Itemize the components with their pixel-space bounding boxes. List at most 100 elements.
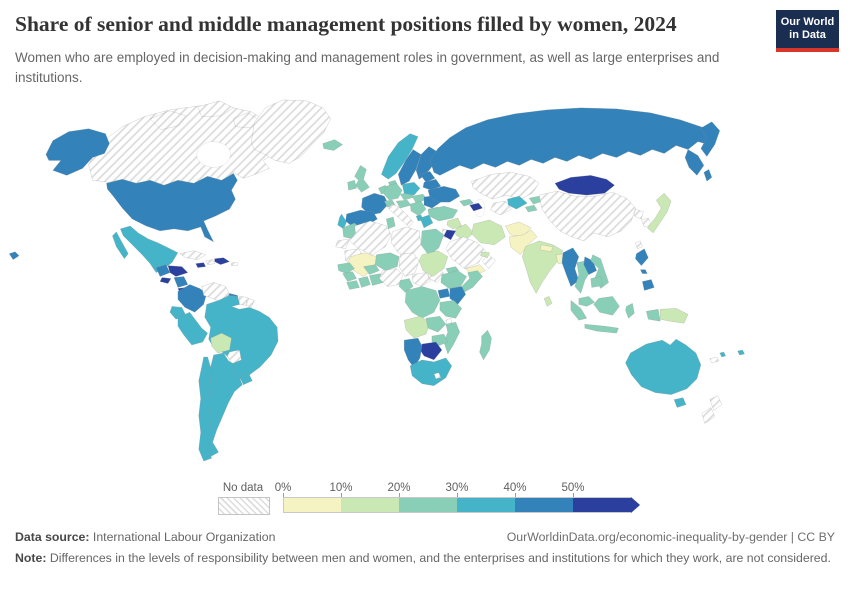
owid-logo[interactable]: Our World in Data <box>776 10 839 52</box>
country-tanzania[interactable] <box>439 300 462 319</box>
country-portugal[interactable] <box>337 213 347 230</box>
country-bolivia[interactable] <box>210 332 232 354</box>
country-lesotho[interactable] <box>433 372 442 380</box>
country-russia-far-east[interactable] <box>684 149 705 176</box>
country-myanmar[interactable] <box>561 247 580 287</box>
country-syria[interactable] <box>446 217 462 230</box>
country-niger[interactable] <box>375 252 400 271</box>
country-taiwan[interactable] <box>635 240 643 250</box>
country-tunisia[interactable] <box>386 216 396 230</box>
country-united-kingdom[interactable] <box>354 165 370 193</box>
country-central-african-republic[interactable] <box>411 272 432 287</box>
country-kenya[interactable] <box>449 286 466 305</box>
country-new-zealand-south[interactable] <box>701 407 716 424</box>
country-hawaii[interactable] <box>8 251 20 260</box>
country-jamaica[interactable] <box>195 262 206 268</box>
country-china[interactable] <box>538 191 636 242</box>
country-mozambique[interactable] <box>443 321 460 355</box>
country-oman[interactable] <box>482 253 496 269</box>
country-french-guiana[interactable] <box>246 298 255 308</box>
country-new-caledonia[interactable] <box>709 356 720 364</box>
country-poland[interactable] <box>401 182 421 196</box>
country-afghanistan[interactable] <box>505 221 532 238</box>
country-guinea[interactable] <box>342 271 357 282</box>
legend-bin-50%+[interactable] <box>573 497 631 513</box>
country-chile[interactable] <box>198 356 212 462</box>
country-greece[interactable] <box>419 214 434 229</box>
country-sudan[interactable] <box>418 250 449 277</box>
country-france[interactable] <box>361 192 389 216</box>
country-balkans[interactable] <box>409 200 427 217</box>
country-iran[interactable] <box>471 219 506 246</box>
country-turkmenistan[interactable] <box>490 200 512 216</box>
country-indonesia-borneo[interactable] <box>593 296 620 316</box>
country-greenland[interactable] <box>251 99 331 164</box>
country-dominican-republic[interactable] <box>214 257 230 265</box>
country-tasmania[interactable] <box>673 397 687 408</box>
country-pakistan[interactable] <box>509 229 538 256</box>
legend-bin-20-30%[interactable] <box>399 497 457 513</box>
country-burkina-faso[interactable] <box>363 264 380 275</box>
country-north-korea[interactable] <box>634 208 644 220</box>
country-india[interactable] <box>522 240 564 294</box>
country-angola[interactable] <box>403 316 431 339</box>
country-new-zealand-north[interactable] <box>709 395 722 411</box>
country-chad[interactable] <box>398 252 420 277</box>
country-senegal[interactable] <box>337 262 355 274</box>
country-mexico[interactable] <box>120 225 179 273</box>
country-algeria[interactable] <box>349 220 392 255</box>
country-drc[interactable] <box>404 286 441 319</box>
country-indonesia-papua[interactable] <box>646 309 661 322</box>
country-australia[interactable] <box>625 338 702 395</box>
country-philippines-luzon[interactable] <box>635 248 649 266</box>
country-uganda[interactable] <box>437 288 451 299</box>
country-jordan[interactable] <box>443 229 457 241</box>
country-sri-lanka[interactable] <box>543 296 553 307</box>
country-italy[interactable] <box>388 203 414 228</box>
country-colombia[interactable] <box>177 284 207 313</box>
country-eritrea[interactable] <box>445 266 460 274</box>
country-indonesia-sulawesi[interactable] <box>625 303 635 319</box>
country-nepal[interactable] <box>539 244 554 252</box>
country-kazakhstan[interactable] <box>471 172 540 200</box>
country-indonesia-sumatra[interactable] <box>570 299 588 321</box>
country-canada-arctic-2[interactable] <box>197 100 234 117</box>
country-honduras[interactable] <box>167 265 189 277</box>
country-madagascar[interactable] <box>479 329 492 361</box>
country-nicaragua[interactable] <box>173 276 189 288</box>
country-ireland[interactable] <box>347 180 357 191</box>
country-vietnam[interactable] <box>590 254 609 289</box>
country-fiji[interactable] <box>737 349 745 356</box>
attribution-link[interactable]: OurWorldinData.org/economic-inequality-b… <box>506 530 835 544</box>
country-azerbaijan[interactable] <box>469 202 483 212</box>
country-georgia[interactable] <box>459 198 475 207</box>
country-turkey[interactable] <box>427 205 459 222</box>
country-germany[interactable] <box>383 183 403 201</box>
country-cameroon[interactable] <box>398 278 414 293</box>
legend-bin-40-50%[interactable] <box>515 497 573 513</box>
country-vanuatu[interactable] <box>719 351 726 358</box>
country-zambia[interactable] <box>425 316 447 333</box>
country-norway[interactable] <box>381 133 419 180</box>
country-mongolia[interactable] <box>554 175 615 196</box>
country-cambodia[interactable] <box>590 276 603 288</box>
country-puerto-rico[interactable] <box>231 262 238 266</box>
country-russia[interactable] <box>429 107 717 176</box>
country-nigeria[interactable] <box>379 268 404 287</box>
country-russia-kamchatka[interactable] <box>699 121 720 157</box>
legend-bin-10-20%[interactable] <box>341 497 399 513</box>
country-japan[interactable] <box>647 192 672 234</box>
country-uzbekistan[interactable] <box>507 195 528 210</box>
country-russia-sakhalin[interactable] <box>703 169 713 182</box>
country-philippines-mindanao[interactable] <box>642 279 655 291</box>
country-iceland[interactable] <box>322 139 343 151</box>
country-canada-arctic-1[interactable] <box>149 110 187 130</box>
country-egypt[interactable] <box>420 228 445 257</box>
country-ivory-coast[interactable] <box>358 276 371 288</box>
country-tajikistan[interactable] <box>524 204 538 213</box>
country-suriname[interactable] <box>239 296 248 306</box>
country-haiti[interactable] <box>205 259 215 265</box>
country-united-states[interactable] <box>106 173 238 243</box>
country-saudi-arabia[interactable] <box>445 236 486 269</box>
country-libya[interactable] <box>391 226 422 255</box>
